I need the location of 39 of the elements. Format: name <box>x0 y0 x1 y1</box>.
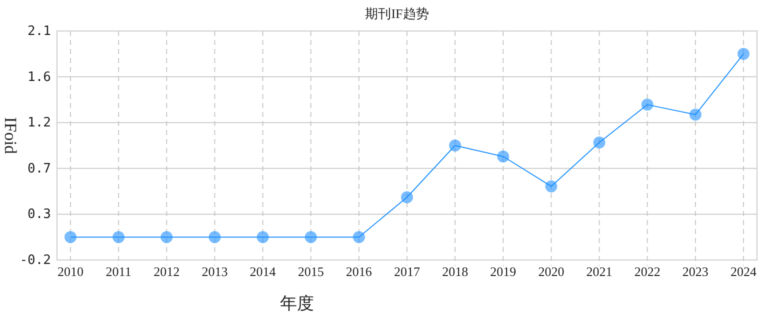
y-tick-label: 2.1 <box>28 24 51 39</box>
point <box>208 231 221 244</box>
point <box>160 231 173 244</box>
point <box>304 231 317 244</box>
x-tick-label: 2018 <box>442 264 468 279</box>
point <box>689 108 702 121</box>
y-tick-label: -0.2 <box>20 253 51 268</box>
x-axis-title: 年度 <box>280 294 314 313</box>
x-tick-label: 2015 <box>298 264 324 279</box>
x-tick-label: 2016 <box>346 264 372 279</box>
x-tick-label: 2022 <box>634 264 660 279</box>
chart-title: 期刊IF趋势 <box>365 6 429 21</box>
y-axis-title: IFoid <box>1 117 20 154</box>
point <box>64 231 76 244</box>
x-tick-label: 2014 <box>250 264 276 279</box>
point <box>593 136 606 149</box>
x-tick-label: 2012 <box>154 264 180 279</box>
point <box>641 98 654 111</box>
point <box>352 231 365 244</box>
y-tick-label: 1.6 <box>28 70 51 85</box>
x-tick-label: 2019 <box>490 264 516 279</box>
point <box>738 48 750 60</box>
point <box>545 180 558 192</box>
x-tick-label: 2013 <box>202 264 228 279</box>
point <box>497 150 510 162</box>
x-tick-label: 2024 <box>730 264 757 279</box>
x-tick-label: 2021 <box>586 264 612 279</box>
x-tick-label: 2017 <box>394 264 420 279</box>
point <box>401 191 413 204</box>
point <box>449 140 462 152</box>
x-tick-label: 2020 <box>538 264 564 279</box>
x-tick-label: 2023 <box>682 264 708 279</box>
x-tick-label: 2010 <box>58 264 84 279</box>
point <box>112 231 125 244</box>
y-tick-label: 1.2 <box>28 116 51 131</box>
x-tick-label: 2011 <box>106 264 132 279</box>
y-tick-label: 0.3 <box>28 207 51 222</box>
point <box>256 231 269 244</box>
y-tick-label: 0.7 <box>28 161 51 176</box>
